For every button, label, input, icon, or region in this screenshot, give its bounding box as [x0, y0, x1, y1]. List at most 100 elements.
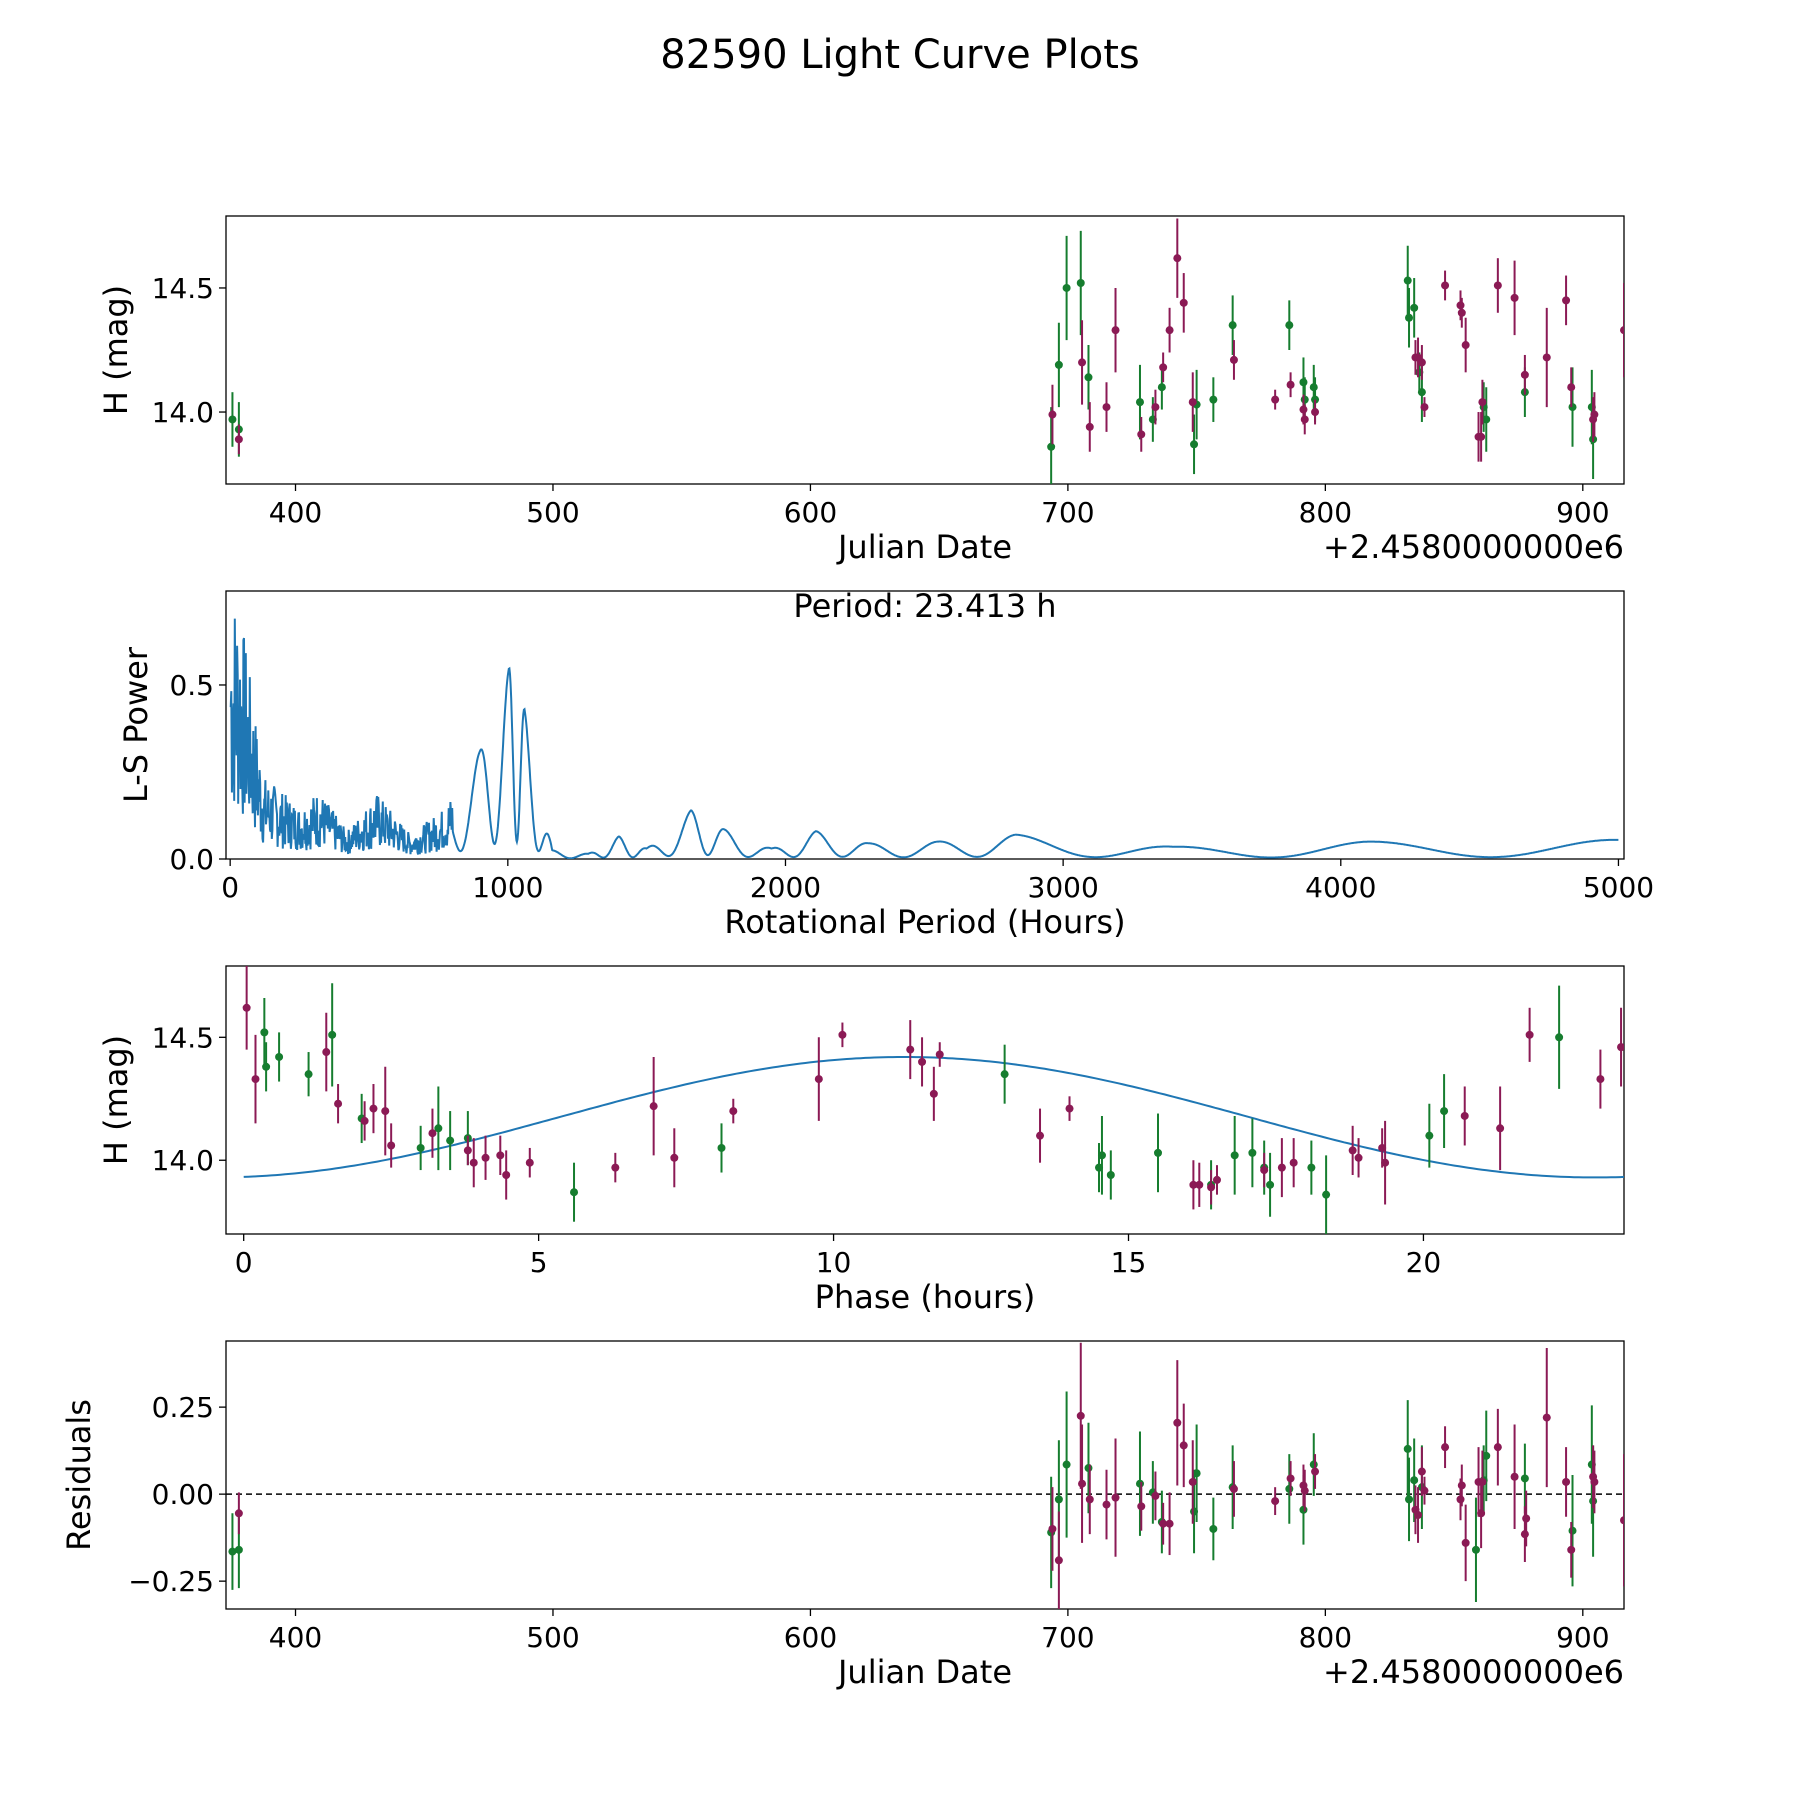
purple-data-point: [1417, 358, 1426, 367]
purple-data-point: [1520, 370, 1529, 379]
green-data-point: [228, 1547, 237, 1556]
x-tick-label: 700: [1041, 1621, 1094, 1654]
x-tick-label: 800: [1299, 496, 1352, 529]
purple-data-point: [463, 1146, 472, 1155]
purple-data-point: [670, 1153, 679, 1162]
purple-data-point: [1590, 410, 1599, 419]
green-data-point: [1190, 440, 1199, 449]
x-tick-label: 5000: [1583, 871, 1654, 904]
purple-data-point: [1596, 1075, 1605, 1084]
purple-data-point: [1478, 1477, 1487, 1486]
phase-folded-panel: 0 5 10 15 20 14.0 14.5 Phase (hours) H (mag): [97, 965, 1625, 1316]
periodogram-y-label: L-S Power: [117, 646, 155, 803]
x-tick-label: 10: [816, 1246, 852, 1279]
purple-data-point: [1311, 1467, 1320, 1476]
x-tick-label: 600: [784, 1621, 837, 1654]
purple-data-point: [1137, 430, 1146, 439]
green-data-point: [1062, 283, 1071, 292]
purple-data-point: [1179, 298, 1188, 307]
purple-data-point: [1085, 422, 1094, 431]
green-data-point: [260, 1028, 269, 1037]
purple-data-point: [428, 1129, 437, 1138]
light-curve-offset-text: +2.4580000000e6: [1323, 528, 1624, 566]
x-tick-label: 800: [1299, 1621, 1352, 1654]
purple-data-point: [1381, 1158, 1390, 1167]
green-data-point: [1084, 1464, 1093, 1473]
purple-data-point: [1441, 1443, 1450, 1452]
purple-data-point: [481, 1153, 490, 1162]
purple-data-point: [387, 1141, 396, 1150]
purple-data-point: [1620, 1516, 1624, 1525]
purple-data-point: [1542, 353, 1551, 362]
green-data-point: [1054, 360, 1063, 369]
purple-data-point: [1300, 1486, 1309, 1495]
green-data-point: [1106, 1170, 1115, 1179]
purple-data-point: [1460, 1111, 1469, 1120]
x-tick-label: 0: [221, 871, 239, 904]
green-data-point: [228, 415, 237, 424]
periodogram-power-line: [229, 618, 1619, 859]
purple-data-point: [1590, 1477, 1599, 1486]
purple-data-point: [1300, 415, 1309, 424]
residuals-ticks: 400 500 600 700 800 900 −0.25 0.00 0.25: [128, 1391, 1609, 1654]
purple-data-point: [1151, 1491, 1160, 1500]
x-tick-label: 0: [235, 1246, 253, 1279]
purple-data-point: [1159, 363, 1168, 372]
green-data-point: [1192, 1469, 1201, 1478]
purple-data-point: [1311, 408, 1320, 417]
purple-data-point: [1457, 308, 1466, 317]
y-tick-label: 14.0: [152, 1144, 214, 1177]
purple-data-point: [1229, 1484, 1238, 1493]
x-tick-label: 900: [1556, 1621, 1609, 1654]
x-tick-label: 900: [1556, 496, 1609, 529]
green-data-point: [1403, 276, 1412, 285]
y-tick-label: 0.0: [169, 843, 214, 876]
green-data-point: [1285, 1484, 1294, 1493]
purple-data-point: [1189, 1180, 1198, 1189]
green-data-point: [1482, 415, 1491, 424]
green-data-point: [1154, 1148, 1162, 1157]
green-data-point: [1568, 1526, 1577, 1535]
purple-data-point: [242, 1003, 251, 1012]
green-data-point: [446, 1136, 455, 1145]
purple-data-point: [334, 1099, 343, 1108]
phase-folded-ticks: 0 5 10 15 20 14.0 14.5: [152, 1021, 1442, 1279]
x-tick-label: 400: [269, 496, 322, 529]
x-tick-label: 400: [269, 1621, 322, 1654]
purple-data-point: [1151, 403, 1160, 412]
green-data-point: [1084, 373, 1093, 382]
purple-data-point: [369, 1104, 378, 1113]
green-data-point: [434, 1124, 443, 1133]
x-tick-label: 20: [1406, 1246, 1442, 1279]
purple-data-point: [1520, 1530, 1529, 1539]
purple-data-point: [729, 1107, 738, 1116]
green-data-point: [1405, 1495, 1414, 1504]
purple-data-point: [1085, 1495, 1094, 1504]
purple-data-point: [1493, 1443, 1502, 1452]
purple-data-point: [1229, 355, 1238, 364]
purple-data-point: [1188, 1477, 1197, 1486]
purple-data-point: [381, 1107, 390, 1116]
residuals-marks: [226, 1342, 1624, 1609]
green-data-point: [1410, 303, 1419, 312]
green-data-point: [1230, 1151, 1239, 1160]
purple-data-point: [1212, 1175, 1221, 1184]
purple-data-point: [611, 1163, 620, 1172]
residuals-offset-text: +2.4580000000e6: [1323, 1653, 1624, 1691]
purple-data-point: [1456, 301, 1465, 310]
purple-data-point: [1078, 1479, 1087, 1488]
purple-data-point: [360, 1116, 369, 1125]
x-tick-label: 15: [1111, 1246, 1147, 1279]
green-data-point: [1062, 1460, 1071, 1469]
purple-data-point: [1065, 1104, 1074, 1113]
purple-data-point: [1277, 1163, 1286, 1172]
purple-data-point: [1165, 326, 1174, 335]
purple-data-point: [1542, 1413, 1551, 1422]
x-tick-label: 500: [526, 1621, 579, 1654]
purple-data-point: [1173, 254, 1182, 263]
green-data-point: [1440, 1107, 1449, 1116]
figure-title: 82590 Light Curve Plots: [660, 32, 1139, 78]
green-data-point: [1135, 398, 1144, 407]
purple-data-point: [1496, 1124, 1505, 1133]
